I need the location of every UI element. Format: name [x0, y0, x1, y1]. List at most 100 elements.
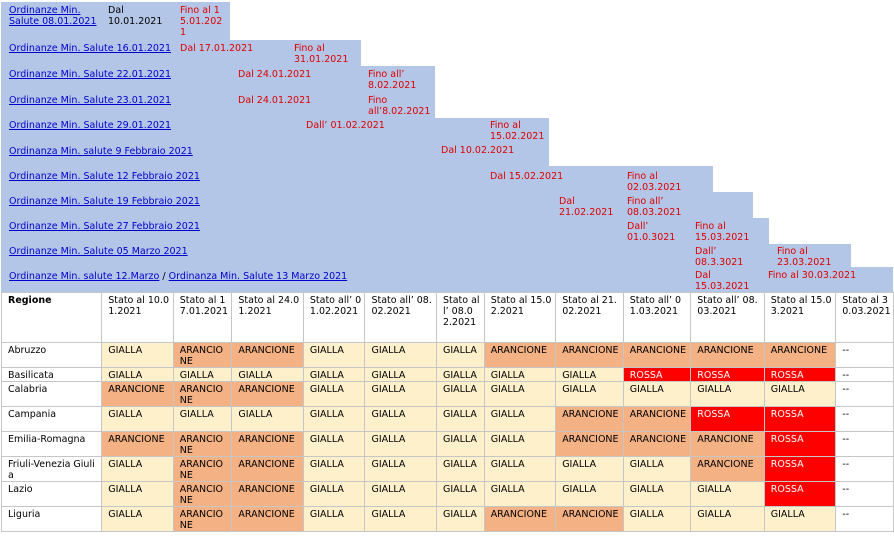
- status-cell-gialla: GIALLA: [302, 506, 366, 532]
- status-cell-gialla: GIALLA: [101, 367, 174, 382]
- ordinanza-link[interactable]: Ordinanze Min. Salute 29.01.2021: [9, 120, 171, 131]
- ordinanza-row-bg: [1, 218, 769, 244]
- ordinanza-link[interactable]: Ordinanze Min. Salute 16.01.2021: [9, 43, 171, 54]
- status-cell-gialla: GIALLA: [231, 367, 304, 382]
- status-cell-gialla: GIALLA: [101, 481, 174, 507]
- status-cell-gialla: GIALLA: [302, 481, 366, 507]
- status-cell-arancione: ARANCIONE: [555, 406, 624, 432]
- status-cell-arancione: ARANCIONE: [622, 342, 692, 368]
- status-cell-arancione: ARANCIONE: [690, 431, 765, 457]
- status-cell-rossa: ROSSA: [690, 367, 765, 382]
- ordinanza-from: Dal 17.01.2021: [180, 43, 254, 54]
- status-cell-gialla: GIALLA: [763, 506, 837, 532]
- ordinanza-to: Fino all’ 08.03.2021: [627, 196, 682, 218]
- table-row: Campania GIALLA GIALLA GIALLA GIALLA GIALLA GI…: [0, 406, 894, 432]
- status-cell-arancione: ARANCIONE: [555, 506, 624, 532]
- status-cell-arancione: ARANCIONE: [231, 506, 304, 532]
- status-cell-arancione: ARANCIONE: [172, 381, 233, 407]
- status-cell-empty: --: [835, 381, 894, 407]
- ordinanza-link-2[interactable]: Ordinanza Min. Salute 13 Marzo 2021: [168, 271, 348, 282]
- status-cell-gialla: GIALLA: [483, 456, 557, 482]
- ordinanza-row-bg: [1, 244, 851, 267]
- status-cell-arancione: ARANCIONE: [483, 342, 557, 368]
- region-name-cell: Lazio: [0, 481, 103, 507]
- ordinanza-row-bg: [1, 40, 361, 66]
- table-row: Abruzzo GIALLA ARANCIONE ARANCIONE GIALLA GIA…: [0, 342, 894, 368]
- status-cell-gialla: GIALLA: [364, 406, 437, 432]
- status-cell-gialla: GIALLA: [302, 456, 366, 482]
- status-cell-gialla: GIALLA: [690, 481, 765, 507]
- status-cell-arancione: ARANCIONE: [172, 481, 233, 507]
- status-cell-gialla: GIALLA: [364, 342, 437, 368]
- status-cell-arancione: ARANCIONE: [622, 406, 692, 432]
- ordinanza-row-bg: [1, 2, 230, 40]
- status-cell-gialla: GIALLA: [555, 367, 624, 382]
- ordinanza-from: Dal 15.02.2021: [490, 171, 564, 182]
- table-row: Calabria ARANCIONE ARANCIONE ARANCIONE GIALL…: [0, 381, 894, 407]
- status-cell-arancione: ARANCIONE: [101, 381, 174, 407]
- status-cell-arancione: ARANCIONE: [622, 431, 692, 457]
- ordinanza-link[interactable]: Ordinanze Min. Salute 19 Febbraio 2021: [9, 196, 200, 207]
- region-name-cell: Abruzzo: [0, 342, 103, 368]
- status-cell-gialla: GIALLA: [364, 431, 437, 457]
- ordinanza-link[interactable]: Ordinanze Min. Salute 05 Marzo 2021: [9, 246, 188, 257]
- status-cell-gialla: GIALLA: [302, 431, 366, 457]
- status-cell-gialla: GIALLA: [690, 381, 765, 407]
- ordinanza-link[interactable]: Ordinanze Min. Salute 22.01.2021: [9, 69, 171, 80]
- ordinanza-link[interactable]: Ordinanze Min. Salute 08.01.2021: [9, 5, 97, 27]
- region-name-cell: Liguria: [0, 506, 103, 532]
- ordinanza-to: Fino al 15.03.2021: [695, 221, 750, 243]
- status-cell-gialla: GIALLA: [435, 342, 485, 368]
- ordinanza-link[interactable]: Ordinanze Min. Salute 27 Febbraio 2021: [9, 221, 200, 232]
- status-cell-gialla: GIALLA: [435, 381, 485, 407]
- status-cell-rossa: ROSSA: [690, 406, 765, 432]
- ordinanza-to: Fino al 02.03.2021: [627, 171, 682, 193]
- status-cell-arancione: ARANCIONE: [690, 342, 765, 368]
- ordinanza-row-bg: [1, 118, 549, 144]
- status-cell-gialla: GIALLA: [555, 456, 624, 482]
- header-cell: Stato al 15.03.2021: [763, 292, 837, 343]
- ordinanza-link[interactable]: Ordinanza Min. salute 9 Febbraio 2021: [9, 146, 193, 157]
- status-cell-arancione: ARANCIONE: [172, 506, 233, 532]
- status-cell-gialla: GIALLA: [690, 506, 765, 532]
- status-cell-gialla: GIALLA: [483, 381, 557, 407]
- regions-table: Regione Stato al 10.01.2021 Stato al 17.…: [0, 292, 894, 532]
- ordinanza-link[interactable]: Ordinanze Min. Salute 23.01.2021: [9, 95, 171, 106]
- header-cell: Stato al 17.01.2021: [172, 292, 233, 343]
- header-cell: Stato all’ 08.03.2021: [690, 292, 765, 343]
- ordinanza-from: Dall’ 08.3.3021: [695, 246, 744, 268]
- ordinanza-row-bg: [1, 267, 893, 292]
- ordinanza-from: Dall’ 01.0.3021: [627, 221, 676, 243]
- status-cell-rossa: ROSSA: [763, 481, 837, 507]
- ordinanza-row-bg: [1, 192, 753, 218]
- ordinanza-link[interactable]: Ordinanze Min. salute 12.Marzo: [9, 271, 160, 282]
- table-row: Emilia-Romagna ARANCIONE ARANCIONE ARANCION…: [0, 431, 894, 457]
- status-cell-gialla: GIALLA: [101, 456, 174, 482]
- status-cell-empty: --: [835, 367, 894, 382]
- region-name-cell: Calabria: [0, 381, 103, 407]
- status-cell-gialla: GIALLA: [231, 406, 304, 432]
- ordinanza-row-bg: [1, 66, 435, 92]
- status-cell-gialla: GIALLA: [483, 406, 557, 432]
- table-row: Friuli-Venezia Giulia GIALLA ARANCIONE ARAN…: [0, 456, 894, 482]
- header-cell: Stato al 10.01.2021: [101, 292, 174, 343]
- header-cell: Stato al 15.02.2021: [483, 292, 557, 343]
- ordinanza-to: Fino al 15.01.2021: [180, 5, 223, 38]
- region-name-cell: Campania: [0, 406, 103, 432]
- status-cell-arancione: ARANCIONE: [172, 342, 233, 368]
- status-cell-rossa: ROSSA: [763, 431, 837, 457]
- status-cell-arancione: ARANCIONE: [172, 431, 233, 457]
- status-cell-arancione: ARANCIONE: [231, 481, 304, 507]
- status-cell-rossa: ROSSA: [763, 406, 837, 432]
- status-cell-gialla: GIALLA: [172, 367, 233, 382]
- status-cell-gialla: GIALLA: [302, 381, 366, 407]
- status-cell-arancione: ARANCIONE: [763, 342, 837, 368]
- status-cell-arancione: ARANCIONE: [101, 431, 174, 457]
- status-cell-gialla: GIALLA: [302, 367, 366, 382]
- ordinanza-row-bg: [1, 166, 713, 192]
- table-row: Basilicata GIALLA GIALLA GIALLA GIALLA GIALLA…: [0, 367, 894, 382]
- ordinanza-link[interactable]: Ordinanze Min. Salute 12 Febbraio 2021: [9, 171, 200, 182]
- header-cell: Stato al 30.03.2021: [835, 292, 894, 343]
- status-cell-arancione: ARANCIONE: [555, 342, 624, 368]
- status-cell-gialla: GIALLA: [302, 406, 366, 432]
